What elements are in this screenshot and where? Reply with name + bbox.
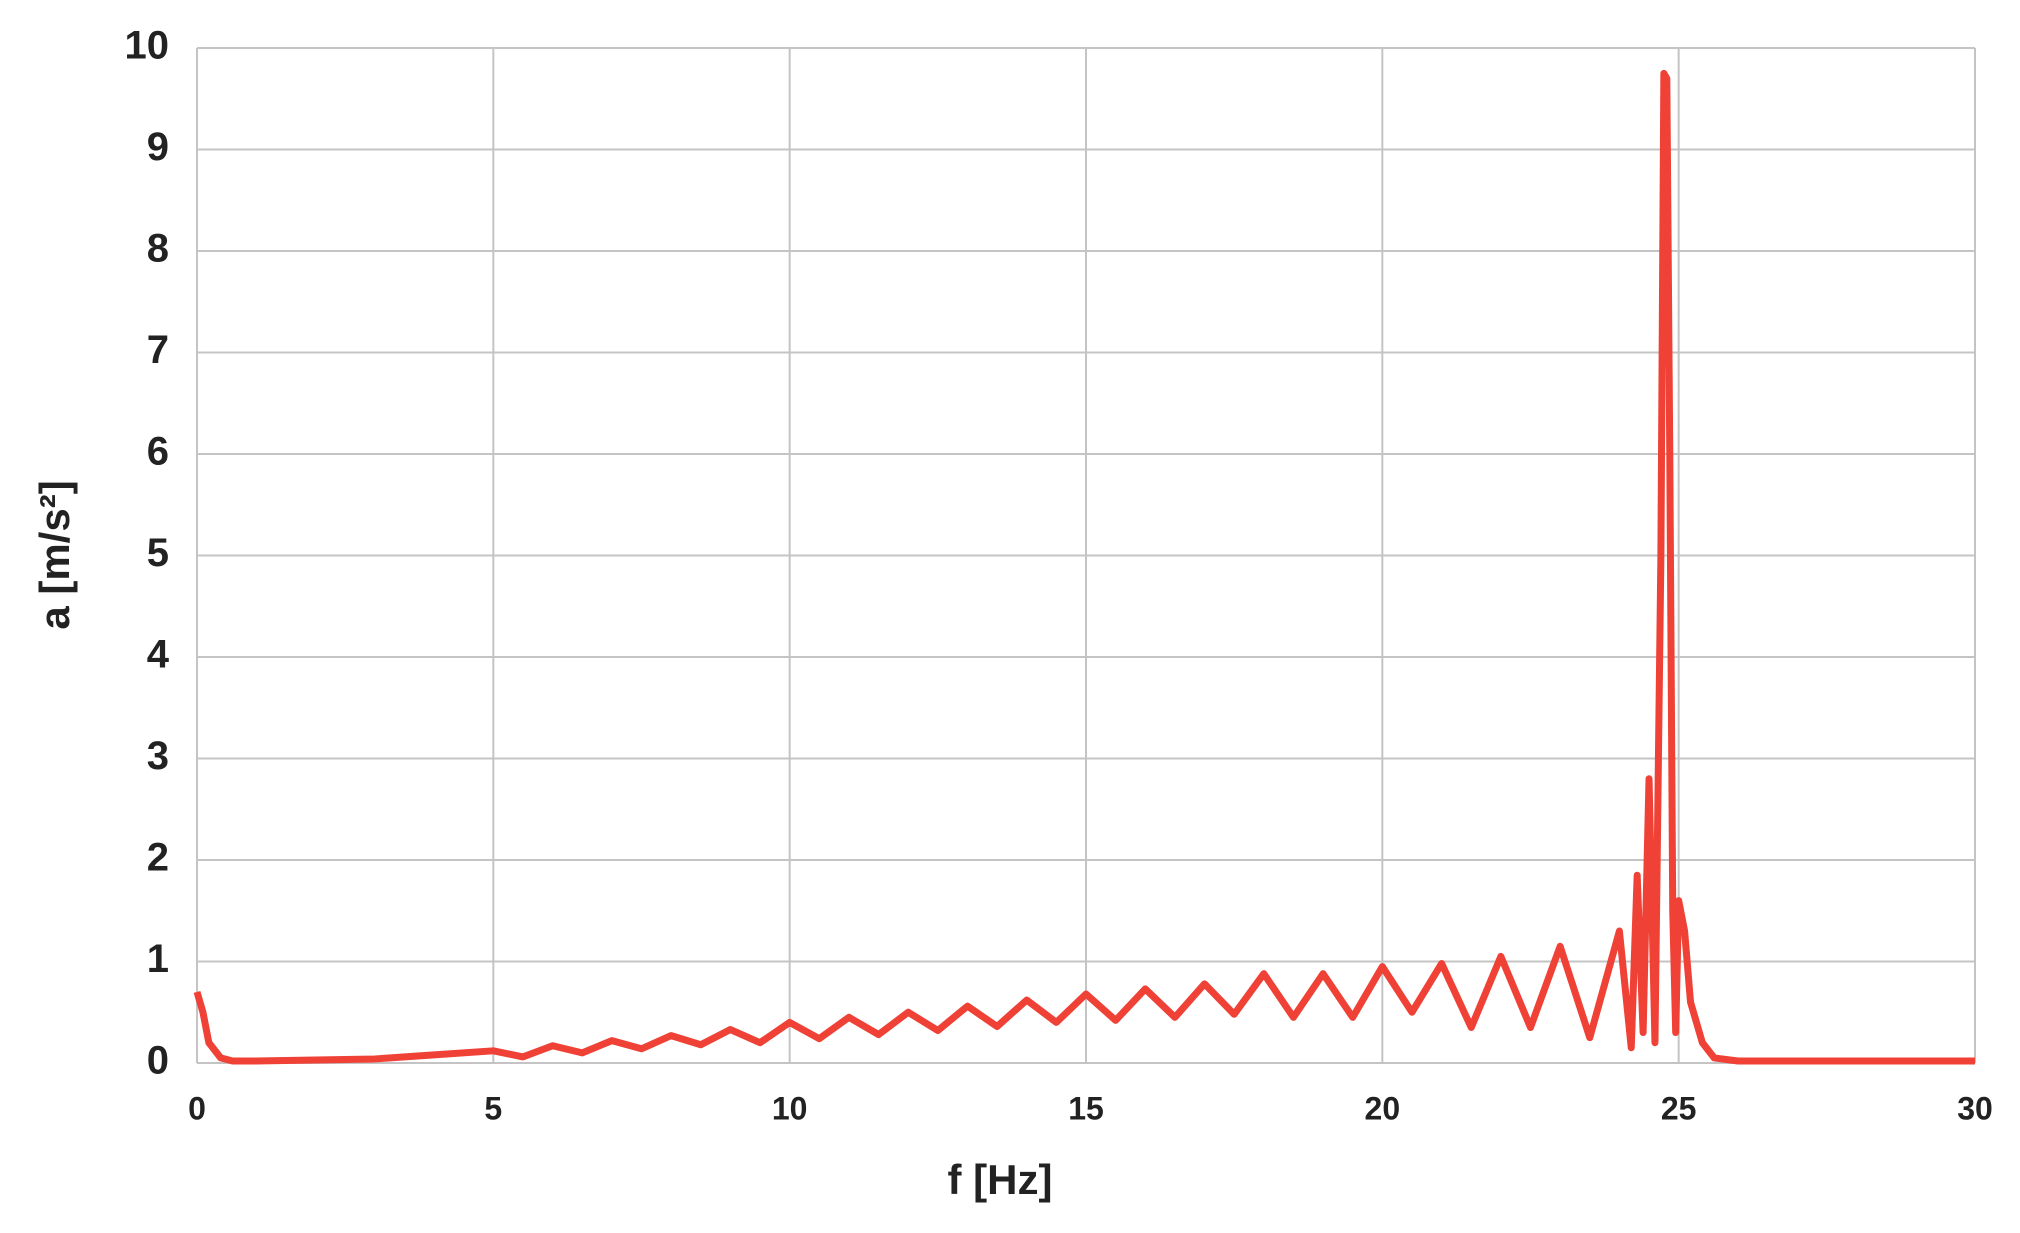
x-axis-title: f [Hz] <box>948 1156 1053 1203</box>
data-line <box>193 69 1975 1065</box>
y-tick-label: 3 <box>147 734 169 778</box>
y-tick-label: 4 <box>147 633 170 677</box>
x-tick-label: 5 <box>484 1090 502 1126</box>
y-tick-label: 8 <box>147 227 169 271</box>
y-tick-label: 6 <box>147 430 169 474</box>
y-tick-label: 10 <box>125 24 170 68</box>
x-tick-label: 10 <box>772 1090 808 1126</box>
y-tick-label: 2 <box>147 836 169 880</box>
y-tick-label: 7 <box>147 328 169 372</box>
x-tick-label: 15 <box>1068 1090 1104 1126</box>
x-tick-label: 20 <box>1365 1090 1401 1126</box>
x-tick-label: 25 <box>1661 1090 1697 1126</box>
y-tick-label: 1 <box>147 937 169 981</box>
y-tick-label: 0 <box>147 1039 169 1083</box>
y-tick-label: 9 <box>147 125 169 169</box>
y-axis-title: a [m/s²] <box>31 480 78 629</box>
x-tick-label: 0 <box>188 1090 206 1126</box>
y-tick-label: 5 <box>147 531 169 575</box>
x-tick-label: 30 <box>1957 1090 1993 1126</box>
